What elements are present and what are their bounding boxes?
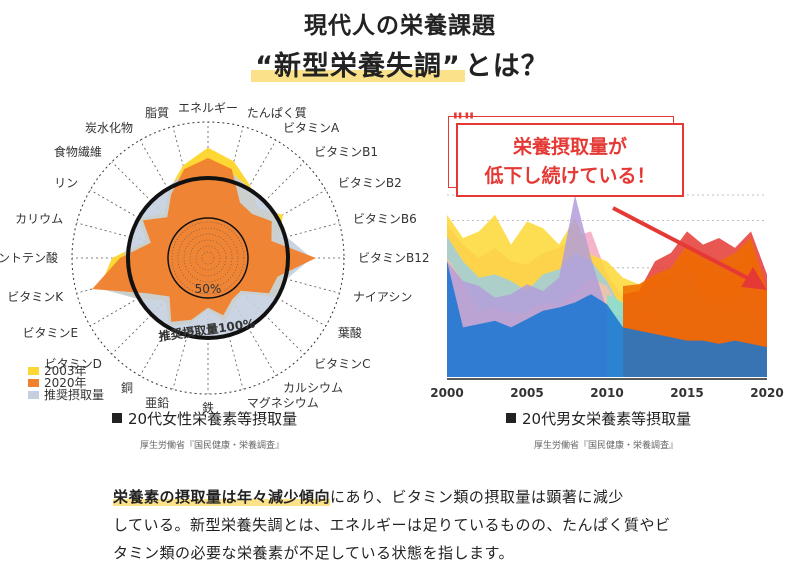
callout-line2: 低下し続けている！ — [484, 165, 656, 187]
radar-category-label: ナイアシン — [353, 290, 413, 304]
callout-quote-mark: "" — [452, 110, 475, 135]
legend-swatch — [28, 379, 39, 387]
radar-category-label: 炭水化物 — [85, 121, 133, 135]
radar-inner-ring — [183, 233, 233, 283]
radar-category-label: 鉄 — [202, 400, 214, 415]
description-paragraph: 栄養素の摂取量は年々減少傾向にあり、ビタミン類の摂取量は顕著に減少 している。新… — [113, 483, 713, 567]
legend-label: 推奨摂取量 — [44, 387, 104, 402]
radar-category-label: パントテン酸 — [0, 250, 58, 265]
radar-category-label: エネルギー — [178, 101, 238, 115]
caption-square — [506, 413, 516, 423]
radar-category-label: ビタミンB2 — [338, 176, 402, 190]
radar-category-label: ビタミンA — [283, 121, 340, 135]
area-x-tick: 2005 — [510, 386, 543, 400]
radar-caption-text: 20代女性栄養素等摂取量 — [128, 410, 298, 428]
radar-category-label: 脂質 — [145, 105, 169, 120]
radar-label-50: 50% — [195, 282, 222, 296]
area-caption-text: 20代男女栄養素等摂取量 — [522, 410, 692, 428]
callout-box: 栄養摂取量が 低下し続けている！ — [456, 123, 684, 197]
radar-category-label: ビタミンB6 — [353, 212, 417, 226]
radar-inner-ring — [195, 245, 221, 271]
legend-swatch — [28, 391, 39, 399]
line1-rest: にあり、ビタミン類の摂取量は顕著に減少 — [330, 488, 624, 506]
caption-square — [112, 413, 122, 423]
radar-ring-50 — [167, 217, 249, 299]
line2: している。新型栄養失調とは、エネルギーは足りているものの、たんぱく質やビ — [113, 516, 671, 534]
radar-inner-ring — [189, 239, 227, 277]
radar-category-label: 銅 — [121, 381, 133, 395]
radar-category-label: ビタミンB12 — [358, 251, 430, 265]
trend-arrow-head — [741, 267, 767, 290]
radar-inner-ring — [201, 251, 215, 265]
radar-source: 厚生労働省『国民健康・栄養調査』 — [140, 441, 285, 451]
area-x-tick: 2010 — [590, 386, 623, 400]
radar-category-label: マグネシウム — [247, 396, 319, 410]
radar-category-label: ビタミンK — [7, 290, 64, 304]
legend-label: 2020年 — [44, 376, 87, 390]
subtitle-suffix: とは？ — [464, 51, 549, 82]
radar-caption: 20代女性栄養素等摂取量 — [112, 408, 297, 429]
callout-line1: 栄養摂取量が — [512, 136, 627, 158]
radar-category-label: リン — [54, 176, 78, 190]
radar-category-label: ビタミンE — [23, 326, 79, 340]
radar-category-label: 葉酸 — [338, 325, 362, 340]
radar-inner-ring — [177, 227, 239, 289]
radar-category-label: ビタミンC — [314, 357, 370, 371]
area-chart: 2000 2005 2010 2015 2020 — [430, 194, 784, 400]
radar-category-label: 亜鉛 — [145, 396, 169, 410]
radar-series-2020 — [92, 158, 316, 322]
area-series-0 — [447, 261, 767, 377]
radar-ring-100 — [126, 176, 290, 340]
page-title: 現代人の栄養課題 — [304, 13, 496, 39]
area-x-tick: 2015 — [670, 386, 703, 400]
radar-category-label: カルシウム — [283, 381, 343, 395]
trend-arrow-line — [612, 206, 758, 285]
radar-category-label: たんぱく質 — [247, 105, 307, 120]
radar-category-label: カリウム — [15, 212, 63, 226]
line3: タミン類の必要な栄養素が不足している状態を指します。 — [113, 544, 515, 562]
page-subtitle: “新型栄養失調” とは？ — [0, 44, 800, 83]
radar-inner-ring — [171, 221, 245, 295]
legend-label: 2003年 — [44, 364, 87, 378]
radar-category-label: 食物繊維 — [54, 144, 102, 159]
area-caption: 20代男女栄養素等摂取量 — [506, 408, 691, 429]
radar-category-label: ビタミンD — [45, 357, 102, 371]
radar-chart: 50%推奨摂取量100%エネルギー たんぱく質ビタミンAビタミンB1ビタミンB2ビ… — [0, 101, 430, 415]
area-source: 厚生労働省『国民健康・栄養調査』 — [534, 441, 679, 451]
legend-swatch — [28, 367, 39, 375]
area-x-tick: 2020 — [750, 386, 783, 400]
area-x-tick: 2000 — [430, 386, 463, 400]
subtitle-highlight: “新型栄養失調” — [251, 51, 465, 82]
emphasis-text: 栄養素の摂取量は年々減少傾向 — [113, 488, 331, 506]
radar-category-label: ビタミンB1 — [314, 145, 378, 159]
